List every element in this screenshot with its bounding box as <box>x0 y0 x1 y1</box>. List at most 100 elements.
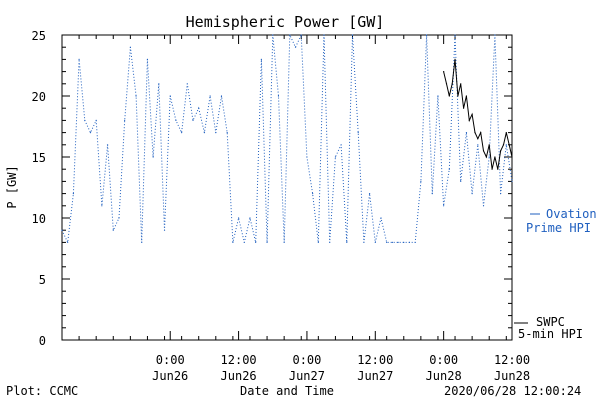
x-tick-label-date: Jun27 <box>357 369 393 383</box>
x-axis-label: Date and Time <box>240 384 334 398</box>
ovation-point <box>232 241 234 243</box>
legend-ovation-label-1: Ovation <box>546 207 597 221</box>
ovation-point <box>425 34 428 36</box>
ovation-point <box>118 217 120 219</box>
swpc-point <box>491 168 493 170</box>
swpc-point <box>460 83 462 85</box>
ovation-point <box>243 241 245 243</box>
ovation-point <box>158 83 160 85</box>
ovation-point <box>334 156 337 158</box>
x-tick-label-date: Jun26 <box>221 369 257 383</box>
y-tick-label: 10 <box>32 212 46 226</box>
series-ovation-line <box>61 34 513 245</box>
plot-frame <box>61 34 513 341</box>
ovation-point <box>135 95 137 97</box>
x-tick-label-date: Jun28 <box>494 369 530 383</box>
ovation-point <box>67 241 69 243</box>
ovation-point <box>477 144 479 146</box>
y-tick-label: 25 <box>32 29 46 43</box>
swpc-point <box>482 150 485 152</box>
y-tick-label: 0 <box>39 334 46 348</box>
ovation-point <box>129 46 131 48</box>
swpc-point <box>451 83 453 85</box>
x-tick-label-date: Jun27 <box>289 369 325 383</box>
legend-ovation: Ovation Prime HPI <box>526 207 597 235</box>
swpc-point <box>488 144 490 146</box>
plot-credit: Plot: CCMC <box>6 384 78 398</box>
ovation-point <box>203 132 206 134</box>
ovation-point <box>237 217 240 219</box>
ovation-point <box>437 95 439 97</box>
legend-swpc: SWPC 5-min HPI <box>514 315 583 341</box>
ovation-point <box>272 34 274 36</box>
swpc-point <box>511 156 513 158</box>
ovation-point <box>500 193 502 195</box>
series-swpc-line <box>443 59 513 170</box>
ovation-point <box>260 58 262 61</box>
ovation-point <box>192 119 194 121</box>
ovation-point <box>448 168 450 170</box>
ovation-point <box>226 132 228 134</box>
ovation-point <box>380 217 382 219</box>
ovation-point <box>289 34 291 36</box>
ovation-point <box>72 193 74 195</box>
ovation-point <box>317 241 319 243</box>
x-axis: 0:00 Jun26 12:00 Jun26 0:00 Jun27 12:00 Jun27 0:… <box>61 35 530 383</box>
ovation-point <box>84 119 86 121</box>
ovation-point <box>306 156 308 158</box>
ovation-point <box>431 193 433 195</box>
swpc-point <box>445 83 448 85</box>
ovation-point <box>471 193 473 195</box>
legend-swpc-label-2: 5-min HPI <box>518 327 583 341</box>
ovation-point <box>340 144 342 146</box>
ovation-point <box>391 241 393 243</box>
ovation-point <box>351 34 354 36</box>
swpc-point <box>465 95 468 97</box>
swpc-point <box>500 150 502 152</box>
ovation-point <box>106 144 109 146</box>
series-layer <box>61 34 513 245</box>
ovation-point <box>482 205 485 207</box>
ovation-point <box>95 119 97 121</box>
y-axis-label: P [GW] <box>5 165 19 208</box>
ovation-point <box>386 241 388 243</box>
legend-swpc-label-1: SWPC <box>536 315 565 329</box>
swpc-point <box>443 71 445 73</box>
ovation-point <box>209 95 211 97</box>
ovation-point <box>255 241 257 243</box>
ovation-point <box>146 58 149 61</box>
ovation-point <box>181 132 183 134</box>
ovation-point <box>397 241 399 243</box>
ovation-point <box>78 58 80 61</box>
x-tick-label-time: 12:00 <box>494 353 530 367</box>
ovation-point <box>220 95 223 97</box>
swpc-point <box>471 113 473 115</box>
x-tick-label-time: 12:00 <box>221 353 257 367</box>
y-tick-label: 15 <box>32 151 46 165</box>
ovation-point <box>112 229 114 231</box>
x-tick-label-time: 0:00 <box>292 353 321 367</box>
ovation-point <box>329 241 331 243</box>
ovation-point <box>488 156 490 158</box>
chart-title: Hemispheric Power [GW] <box>186 13 385 31</box>
ovation-point <box>374 241 376 243</box>
swpc-point <box>508 144 510 146</box>
ovation-point <box>414 241 416 243</box>
x-tick-label-time: 0:00 <box>429 353 458 367</box>
ovation-point <box>300 34 302 36</box>
ovation-point <box>420 180 422 182</box>
swpc-point <box>502 144 505 146</box>
ovation-point <box>169 95 171 97</box>
ovation-point <box>511 180 513 182</box>
swpc-point <box>497 168 499 170</box>
swpc-point <box>448 95 450 97</box>
ovation-point <box>198 107 200 109</box>
legend-ovation-label-2: Prime HPI <box>526 221 591 235</box>
y-tick-label: 5 <box>39 273 46 287</box>
y-axis: 0 5 10 15 20 25 <box>32 29 512 348</box>
ovation-point <box>443 205 445 207</box>
ovation-point <box>465 132 468 134</box>
ovation-point <box>163 229 166 231</box>
x-tick-label-time: 12:00 <box>357 353 393 367</box>
